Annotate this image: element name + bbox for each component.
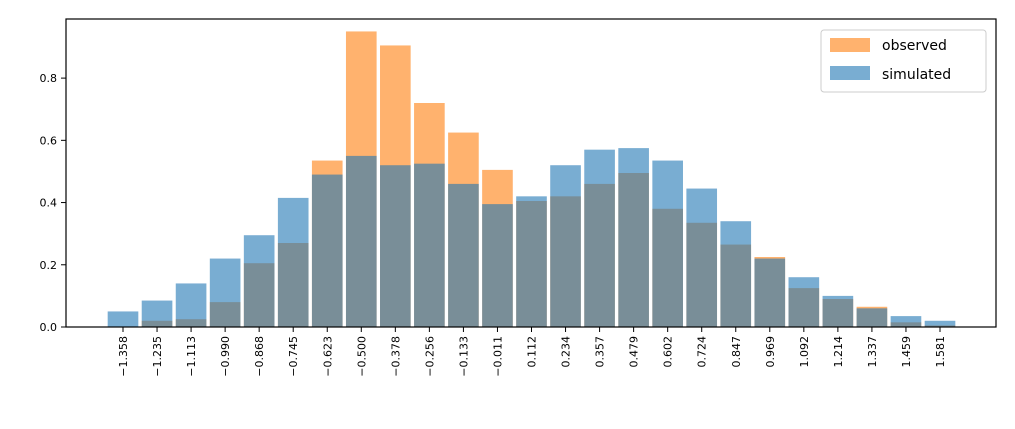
simulated-bar xyxy=(448,183,479,327)
simulated-bar xyxy=(175,283,207,327)
plot-frame xyxy=(65,18,997,328)
x-tick-label: −1.235 xyxy=(151,336,164,377)
x-tick-label: 1.214 xyxy=(832,336,845,368)
x-tick-label: 1.092 xyxy=(798,336,811,368)
x-tick-label: 0.479 xyxy=(628,336,641,368)
simulated-bar xyxy=(652,160,683,327)
simulated-bar xyxy=(890,316,922,327)
simulated-bar xyxy=(243,235,275,327)
legend-label-simulated: simulated xyxy=(882,67,951,83)
simulated-bar xyxy=(380,165,411,327)
x-tick-label: −0.133 xyxy=(457,336,470,377)
simulated-bar xyxy=(618,148,649,327)
x-tick-label: 0.847 xyxy=(730,336,743,368)
simulated-bar xyxy=(107,311,139,327)
y-tick-label: 0.8 xyxy=(40,72,58,85)
x-tick-label: 0.112 xyxy=(526,336,539,368)
simulated-bar xyxy=(788,277,820,327)
x-tick-label: −0.011 xyxy=(491,336,504,377)
simulated-bar xyxy=(924,320,956,327)
x-tick-label: 1.581 xyxy=(934,336,947,368)
x-tick-label: −0.256 xyxy=(423,336,436,377)
y-tick-label: 0.0 xyxy=(40,321,58,334)
simulated-bar xyxy=(822,295,854,327)
simulated-bar xyxy=(277,197,309,327)
x-tick-label: −0.378 xyxy=(389,336,402,377)
y-tick-label: 0.4 xyxy=(40,197,58,210)
x-tick-label: −0.500 xyxy=(355,336,368,377)
simulated-bar xyxy=(686,188,718,327)
x-tick-label: 0.724 xyxy=(696,336,709,368)
simulated-bar xyxy=(209,258,241,327)
y-tick-label: 0.2 xyxy=(40,259,58,272)
simulated-bar xyxy=(345,155,377,327)
x-tick-label: −0.868 xyxy=(253,336,266,377)
x-tick-label: −0.990 xyxy=(219,336,232,377)
x-tick-label: −1.113 xyxy=(185,336,198,377)
x-tick-label: −1.358 xyxy=(117,336,130,377)
x-tick-label: 0.357 xyxy=(594,336,607,368)
simulated-bar xyxy=(516,196,547,327)
y-tick-label: 0.6 xyxy=(40,134,58,147)
simulated-bar xyxy=(311,174,343,327)
x-tick-label: −0.745 xyxy=(287,336,300,377)
legend-swatch-simulated xyxy=(830,66,870,80)
x-tick-label: 0.234 xyxy=(560,336,573,368)
x-tick-label: 1.459 xyxy=(900,336,913,368)
x-tick-label: 0.969 xyxy=(764,336,777,368)
legend-swatch-observed xyxy=(830,38,870,52)
x-tick-label: −0.623 xyxy=(321,336,334,377)
simulated-bar xyxy=(584,149,615,327)
simulated-bar xyxy=(141,300,173,327)
x-tick-label: 0.602 xyxy=(662,336,675,368)
legend-label-observed: observed xyxy=(882,38,947,54)
x-tick-label: 1.337 xyxy=(866,336,879,368)
simulated-bar xyxy=(754,258,786,327)
simulated-bar xyxy=(414,163,445,327)
simulated-bar xyxy=(550,165,581,327)
simulated-bar xyxy=(720,221,752,327)
y-axis-ticks: 0.0 0.2 0.4 0.6 0.8 xyxy=(40,72,66,334)
x-axis-ticks: −1.358 −1.235 −1.113 −0.990 −0.868 −0.745 −0.6… xyxy=(117,327,947,377)
simulated-bar xyxy=(856,308,888,327)
simulated-bars xyxy=(107,148,956,327)
simulated-bar xyxy=(482,204,513,327)
legend: observed simulated xyxy=(820,29,987,93)
